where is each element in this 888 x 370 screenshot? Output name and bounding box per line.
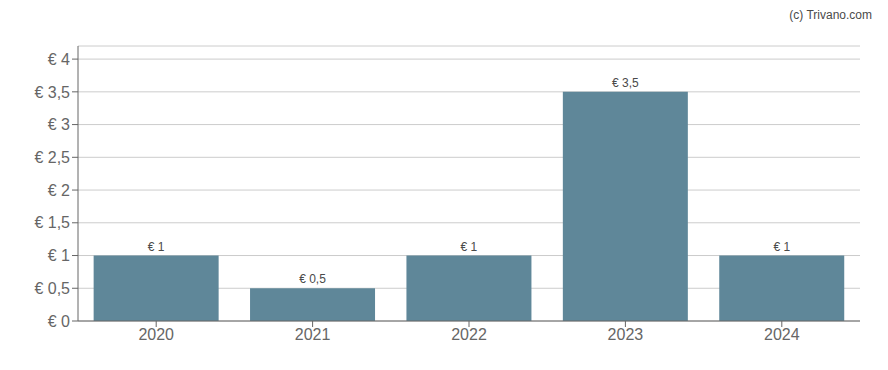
svg-text:€ 0: € 0 [48,313,70,330]
svg-text:€ 1: € 1 [148,240,165,254]
svg-text:€ 1: € 1 [773,240,790,254]
svg-text:€ 2: € 2 [48,182,70,199]
svg-text:€ 0,5: € 0,5 [299,272,326,286]
svg-text:€ 1,5: € 1,5 [34,214,70,231]
svg-text:€ 3,5: € 3,5 [34,84,70,101]
html-text:(c) Trivano.com: (c) Trivano.com [789,8,872,22]
svg-text:€ 3: € 3 [48,116,70,133]
svg-text:€ 1: € 1 [48,247,70,264]
svg-text:€ 0,5: € 0,5 [34,280,70,297]
svg-text:€ 1: € 1 [461,240,478,254]
svg-text:2022: 2022 [451,326,487,343]
svg-text:€ 4: € 4 [48,51,70,68]
svg-text:2023: 2023 [608,326,644,343]
svg-text:2020: 2020 [138,326,174,343]
svg-text:€ 2,5: € 2,5 [34,149,70,166]
svg-text:€ 3,5: € 3,5 [612,76,639,90]
svg-text:2021: 2021 [295,326,331,343]
svg-text:2024: 2024 [764,326,800,343]
